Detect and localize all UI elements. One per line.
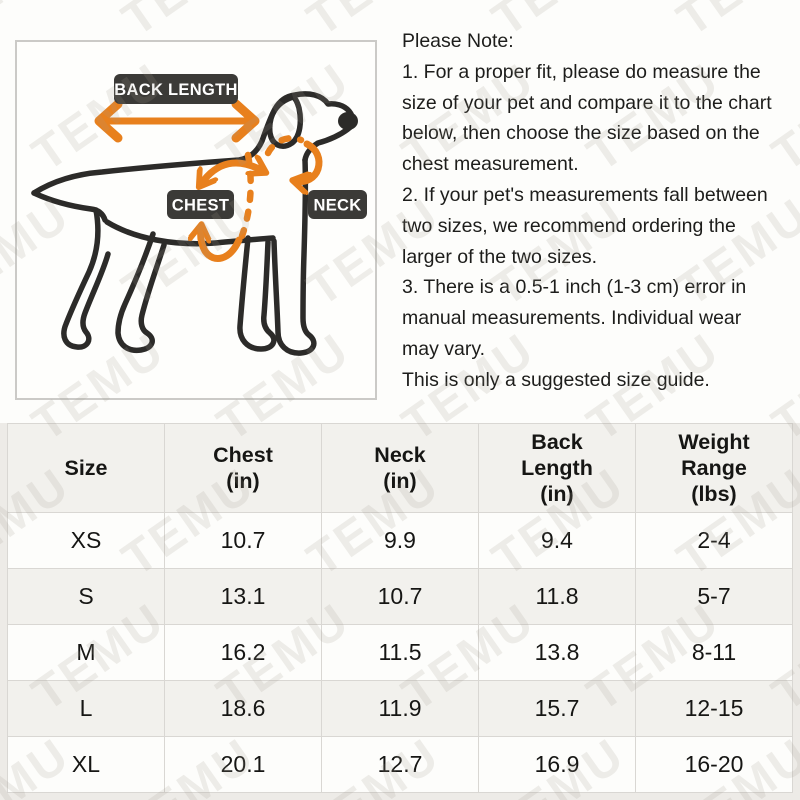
column-header-neck: Neck (in): [321, 423, 479, 513]
table-row-l: L 18.6 11.9 15.7 12-15: [7, 680, 793, 737]
neck-tape-dashed: [264, 134, 305, 157]
cell-size: XL: [7, 736, 165, 793]
cell-weight: 16-20: [635, 736, 793, 793]
table-row-xl: XL 20.1 12.7 16.9 16-20: [7, 736, 793, 793]
header-row: Size Chest (in) Neck (in) Back Length (i…: [7, 423, 793, 513]
dog-measurement-svg: BACK LENGTH CHEST NECK: [31, 74, 367, 356]
note-title: Please Note:: [402, 30, 514, 52]
chest-tape-bottom-hook: [201, 228, 243, 262]
column-header-size: Size: [7, 423, 165, 513]
note-line: 2. If your pet's measurements fall betwe…: [402, 183, 768, 206]
note-line: two sizes, we recommend ordering the: [402, 214, 736, 237]
note-line: manual measurements. Individual wear: [402, 307, 742, 330]
back-length-badge: BACK LENGTH: [114, 74, 238, 104]
cell-chest: 18.6: [164, 680, 322, 737]
column-header-back-length: Back Length (in): [478, 423, 636, 513]
note-line: 3. There is a 0.5-1 inch (1-3 cm) error …: [402, 276, 747, 299]
cell-back-length: 13.8: [478, 624, 636, 681]
cell-back-length: 9.4: [478, 512, 636, 569]
note-line: may vary.: [402, 337, 486, 360]
cell-neck: 12.7: [321, 736, 479, 793]
cell-neck: 10.7: [321, 568, 479, 625]
cell-back-length: 15.7: [478, 680, 636, 737]
note-line: below, then choose the size based on the: [402, 122, 760, 145]
chest-tape-dashed: [238, 151, 254, 240]
size-chart-table: Size Chest (in) Neck (in) Back Length (i…: [7, 423, 793, 793]
cell-weight: 12-15: [635, 680, 793, 737]
chest-badge-text: CHEST: [172, 197, 229, 215]
cell-back-length: 11.8: [478, 568, 636, 625]
cell-chest: 13.1: [164, 568, 322, 625]
note-line: 1. For a proper fit, please do measure t…: [402, 60, 761, 83]
table-row-s: S 13.1 10.7 11.8 5-7: [7, 568, 793, 625]
back-length-badge-text: BACK LENGTH: [114, 81, 237, 99]
note-line: size of your pet and compare it to the c…: [402, 91, 772, 114]
column-header-weight: Weight Range (lbs): [635, 423, 793, 513]
cell-chest: 16.2: [164, 624, 322, 681]
neck-badge: NECK: [308, 190, 367, 219]
dog-nose: [338, 112, 358, 130]
table-row-xs: XS 10.7 9.9 9.4 2-4: [7, 512, 793, 569]
cell-chest: 20.1: [164, 736, 322, 793]
cell-neck: 11.5: [321, 624, 479, 681]
table-row-m: M 16.2 11.5 13.8 8-11: [7, 624, 793, 681]
chest-badge: CHEST: [167, 190, 234, 219]
cell-size: S: [7, 568, 165, 625]
cell-neck: 11.9: [321, 680, 479, 737]
cell-chest: 10.7: [164, 512, 322, 569]
note-line: larger of the two sizes.: [402, 245, 598, 268]
cell-weight: 2-4: [635, 512, 793, 569]
note-line: This is only a suggested size guide.: [402, 368, 710, 391]
measurement-arrows: [94, 99, 323, 262]
neck-badge-text: NECK: [314, 197, 362, 215]
chest-tape-top-arc: [201, 163, 263, 184]
neck-tape-hook: [296, 140, 323, 181]
dog-outline: [31, 91, 358, 356]
note-section: Please Note: 1. For a proper fit, please…: [402, 26, 800, 396]
dog-diagram-box: BACK LENGTH CHEST NECK: [15, 40, 377, 400]
cell-size: XS: [7, 512, 165, 569]
top-section: BACK LENGTH CHEST NECK Please Note: 1. F…: [15, 26, 800, 400]
cell-back-length: 16.9: [478, 736, 636, 793]
cell-weight: 8-11: [635, 624, 793, 681]
column-header-chest: Chest (in): [164, 423, 322, 513]
note-line: chest measurement.: [402, 153, 579, 176]
cell-weight: 5-7: [635, 568, 793, 625]
cell-neck: 9.9: [321, 512, 479, 569]
size-chart-section: Size Chest (in) Neck (in) Back Length (i…: [0, 423, 800, 800]
cell-size: M: [7, 624, 165, 681]
cell-size: L: [7, 680, 165, 737]
